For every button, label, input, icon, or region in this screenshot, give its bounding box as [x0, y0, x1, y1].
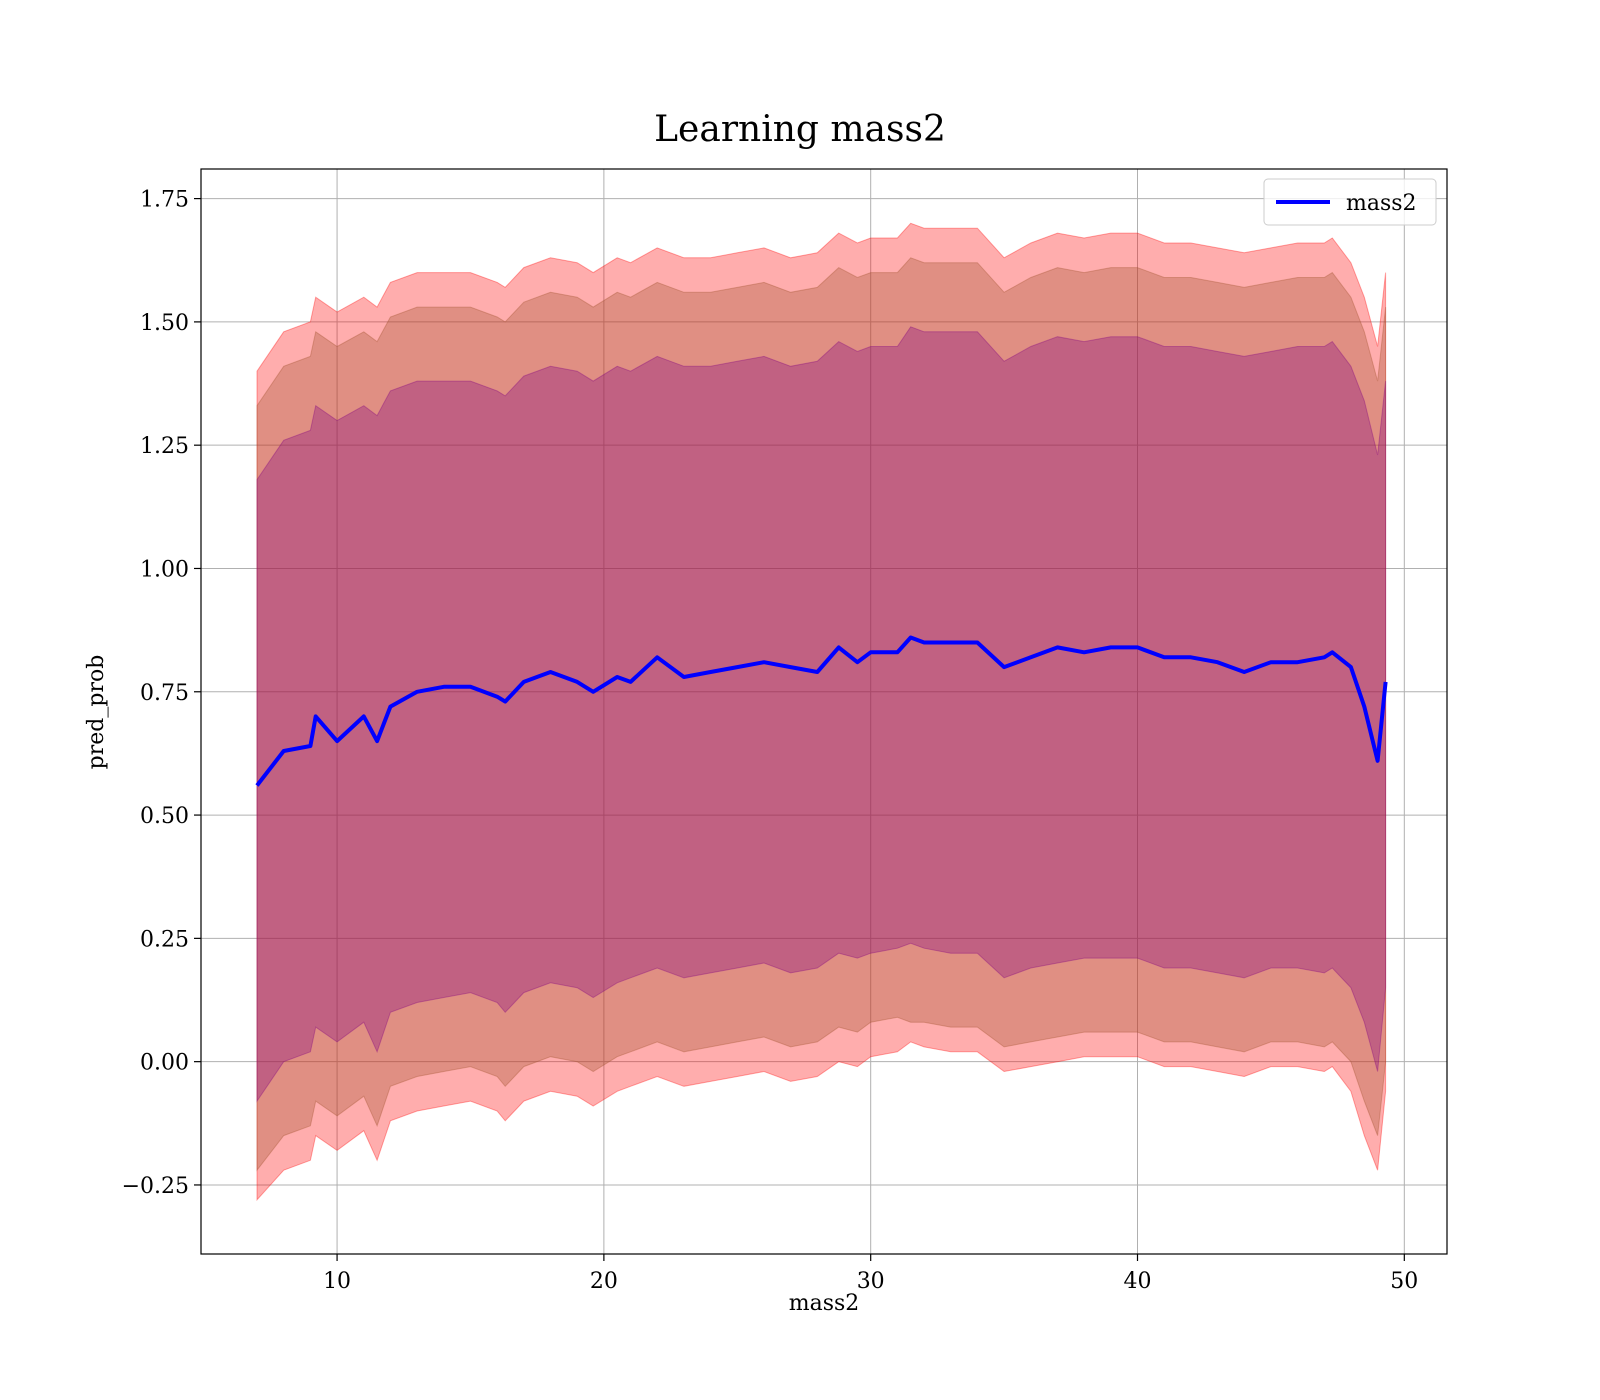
y-tick-label: 0.50: [140, 804, 189, 829]
data-series: [255, 635, 1388, 787]
x-tick-label: 30: [857, 1269, 885, 1294]
y-tick-label: 1.75: [140, 188, 189, 213]
confidence-bands: [256, 222, 1387, 1202]
x-axis-ticks: 10 20 30 40 50: [323, 1254, 1418, 1294]
y-tick-label: 1.00: [140, 557, 189, 582]
legend: mass2: [1263, 178, 1437, 226]
plot-frame: [200, 168, 1448, 1255]
x-tick-label: 50: [1390, 1269, 1418, 1294]
y-tick-label: 0.00: [140, 1051, 189, 1076]
chart-title: Learning mass2: [654, 109, 946, 150]
x-tick-label: 10: [323, 1269, 351, 1294]
series-line-mass2: [255, 635, 1388, 787]
x-tick-label: 20: [590, 1269, 618, 1294]
y-tick-label: −0.25: [122, 1174, 189, 1199]
band-outer: [256, 222, 1387, 1202]
legend-label: mass2: [1346, 191, 1417, 216]
band-middle: [256, 257, 1387, 1172]
y-axis-label: pred_prob: [84, 655, 109, 770]
y-tick-label: 0.75: [140, 681, 189, 706]
y-axis-ticks: −0.25 0.00 0.25 0.50 0.75 1.00 1.25 1.50 1.75: [122, 188, 201, 1199]
legend-frame: [1263, 178, 1437, 226]
y-tick-label: 1.25: [140, 434, 189, 459]
band-inner: [256, 326, 1387, 1103]
x-axis-label: mass2: [789, 1291, 860, 1316]
gridlines: [201, 169, 1447, 1254]
y-tick-label: 0.25: [140, 927, 189, 952]
x-tick-label: 40: [1124, 1269, 1152, 1294]
y-tick-label: 1.50: [140, 311, 189, 336]
